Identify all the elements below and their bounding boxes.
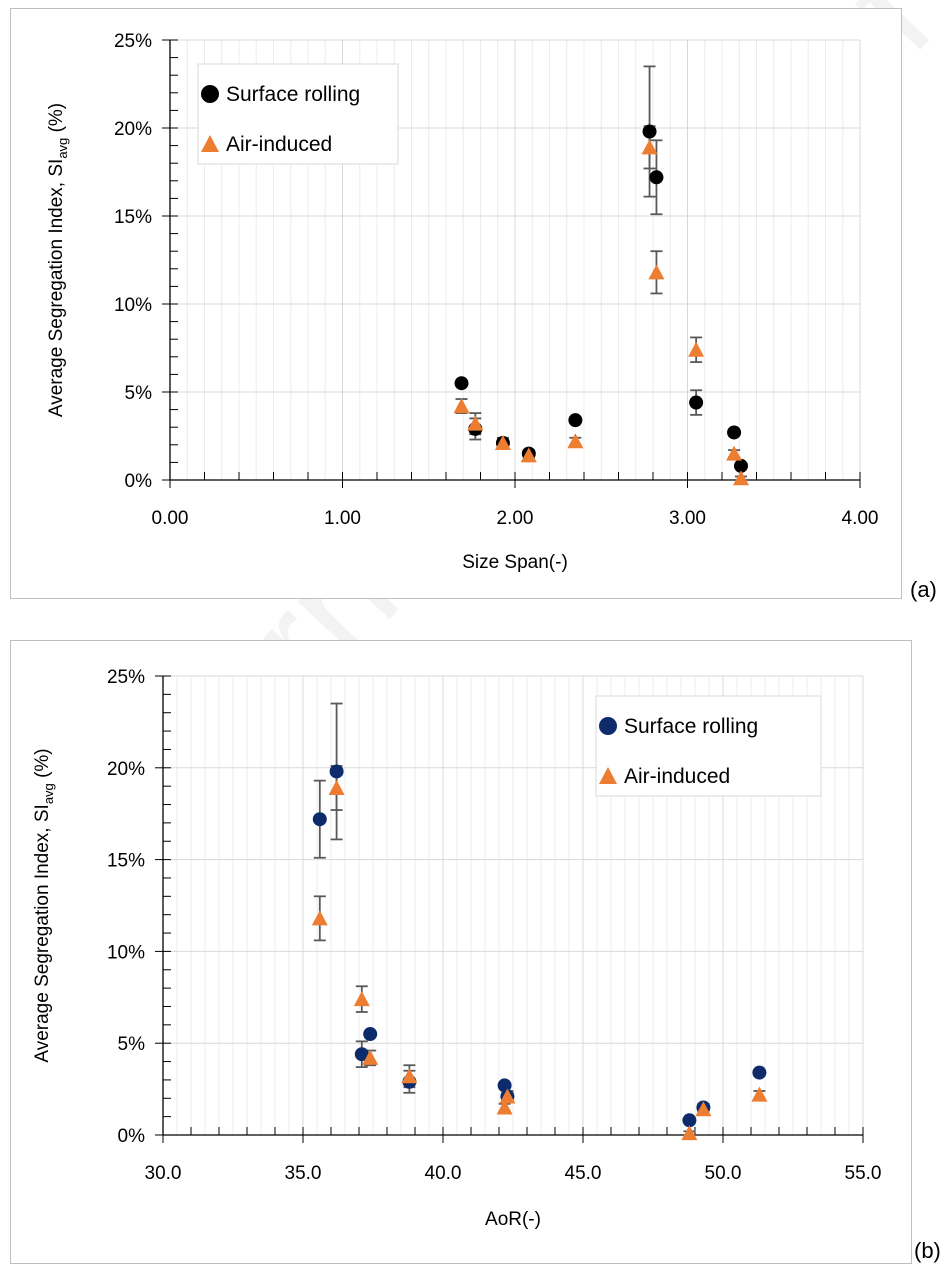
y-axis-label-tail: (%) [32,748,53,783]
x-tick-label: 45.0 [565,1163,602,1184]
data-point-air-induced [567,433,584,449]
legend-box [197,63,399,165]
x-tick-label: 40.0 [425,1163,462,1184]
data-point-air-induced [494,435,511,451]
y-axis-label-subscript: avg [55,138,70,159]
x-tick-label: 55.0 [845,1163,882,1184]
x-axis-label: AoR(-) [485,1209,541,1230]
data-point-air-induced [726,445,743,461]
data-point-air-induced [732,470,749,486]
data-point-surface-rolling [649,170,664,185]
x-tick-label: 1.00 [324,508,361,529]
data-point-air-induced [311,910,328,926]
y-tick-label: 15% [114,207,152,228]
x-tick-label: 3.00 [669,508,706,529]
data-point-air-induced [328,779,345,795]
y-axis-label-subscript: avg [41,783,56,804]
data-point-air-induced [362,1049,379,1065]
y-tick-label: 10% [107,942,145,963]
x-tick-label: 2.00 [497,508,534,529]
data-point-air-induced [648,264,665,280]
legend-label: Air-induced [226,133,332,156]
data-point-surface-rolling [642,124,657,139]
data-point-surface-rolling [689,395,704,410]
y-axis-label-tail: (%) [46,103,67,138]
legend-marker-surface-rolling [201,85,219,103]
y-tick-label: 10% [114,295,152,316]
data-point-surface-rolling [312,812,327,827]
data-point-surface-rolling [354,1047,369,1062]
data-point-air-induced [401,1068,418,1084]
x-tick-label: 35.0 [285,1163,322,1184]
data-point-surface-rolling [568,413,583,428]
data-point-air-induced [467,415,484,431]
x-tick-label: 0.00 [152,508,189,529]
data-point-air-induced [499,1088,516,1104]
legend-box [595,695,822,797]
legend-marker-air-induced [201,135,219,152]
data-point-surface-rolling [682,1113,697,1128]
y-tick-label: 25% [114,31,152,52]
data-point-surface-rolling [363,1027,378,1042]
data-point-surface-rolling [752,1065,767,1080]
legend-marker-air-induced [599,767,617,784]
x-tick-label: 4.00 [842,508,879,529]
y-tick-label: 20% [107,759,145,780]
chart-b: 30.0 35.0 40.0 45.0 50.0 55.0 0% 5% 10% 15% 20% 25%… [32,667,881,1230]
data-point-air-induced [520,447,537,463]
data-point-air-induced [751,1086,768,1102]
data-point-air-induced [681,1125,698,1141]
legend-label: Surface rolling [624,715,758,738]
data-point-air-induced [353,991,370,1007]
y-tick-label: 15% [107,851,145,872]
data-point-surface-rolling [329,764,344,779]
y-axis-label-main: Average Segregation Index, SI [32,804,53,1062]
x-tick-label: 50.0 [705,1163,742,1184]
legend-marker-surface-rolling [599,717,617,735]
legend-label: Surface rolling [226,83,360,106]
legend-label: Air-induced [624,765,730,788]
y-axis-label: Average Segregation Index, SIavg (%) [46,103,70,417]
x-axis-label: Size Span(-) [462,552,568,573]
data-point-surface-rolling [727,425,742,440]
data-point-surface-rolling [454,376,469,391]
data-point-air-induced [688,341,705,357]
data-point-air-induced [496,1099,513,1115]
y-tick-label: 5% [118,1034,146,1055]
y-tick-label: 5% [125,383,153,404]
y-axis-label: Average Segregation Index, SIavg (%) [32,748,56,1062]
panel-label-b: (b) [914,1238,941,1263]
data-point-surface-rolling [497,1078,512,1093]
x-tick-label: 30.0 [145,1163,182,1184]
data-point-air-induced [695,1101,712,1117]
panel-label-a: (a) [910,577,937,602]
y-axis-label-main: Average Segregation Index, SI [46,159,67,417]
data-point-air-induced [453,398,470,414]
y-tick-label: 0% [125,471,153,492]
y-tick-label: 0% [118,1126,146,1147]
chart-a: 0.00 1.00 2.00 3.00 4.00 0% 5% 10% 15% 20% 25% Size… [46,31,878,573]
data-point-surface-rolling [733,458,748,473]
y-tick-label: 25% [107,667,145,688]
data-point-air-induced [641,139,658,155]
y-tick-label: 20% [114,119,152,140]
